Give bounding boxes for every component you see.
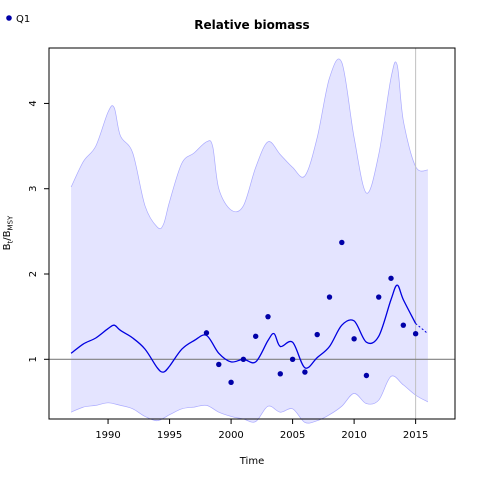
- confidence-lower-edge: [70, 375, 429, 424]
- y-axis-title-base: B: [2, 243, 13, 250]
- legend: Q1: [6, 14, 30, 25]
- data-point: [216, 361, 222, 368]
- data-point: [265, 313, 271, 320]
- confidence-band: [71, 58, 428, 424]
- data-point: [326, 294, 333, 300]
- data-point: [203, 330, 210, 336]
- x-tick-label: 2005: [280, 430, 305, 441]
- x-tick-label: 1990: [95, 430, 120, 441]
- data-point: [400, 322, 407, 328]
- data-point: [388, 275, 394, 281]
- x-axis-title: Time: [239, 456, 264, 467]
- chart-title: Relative biomass: [194, 18, 309, 32]
- data-point: [277, 371, 283, 377]
- x-tick-label: 2010: [341, 430, 366, 441]
- data-point: [363, 372, 370, 379]
- x-tick-label: 2015: [403, 430, 428, 441]
- data-point: [412, 331, 419, 337]
- legend-marker-q1: [6, 15, 12, 21]
- y-tick-label: 4: [28, 100, 39, 106]
- y-axis-title-sub2: MSY: [7, 215, 15, 230]
- y-axis-title: Bt/BMSY: [2, 215, 15, 250]
- projection-line: [415, 323, 429, 335]
- data-point: [252, 333, 259, 339]
- data-point: [376, 294, 382, 300]
- y-tick-label: 1: [28, 356, 39, 362]
- legend-label-q1: Q1: [16, 14, 30, 25]
- data-point: [351, 336, 357, 342]
- plot-frame: [48, 47, 456, 420]
- data-point: [240, 356, 247, 362]
- data-point: [289, 356, 296, 362]
- data-point: [314, 331, 320, 338]
- data-point: [228, 379, 234, 386]
- y-axis-title-sep: /B: [2, 230, 13, 240]
- data-point: [302, 369, 308, 375]
- x-tick-label: 2000: [218, 430, 243, 441]
- data-point: [339, 239, 345, 246]
- x-tick-label: 1995: [157, 430, 182, 441]
- plot-area: 1990 1995 2000 2005 2010 2015 1 2 3 4: [28, 47, 456, 441]
- y-tick-label: 3: [28, 186, 39, 192]
- y-axis-title-sub1: t: [7, 240, 15, 243]
- confidence-upper-edge: [70, 58, 428, 230]
- y-tick-label: 2: [28, 271, 39, 277]
